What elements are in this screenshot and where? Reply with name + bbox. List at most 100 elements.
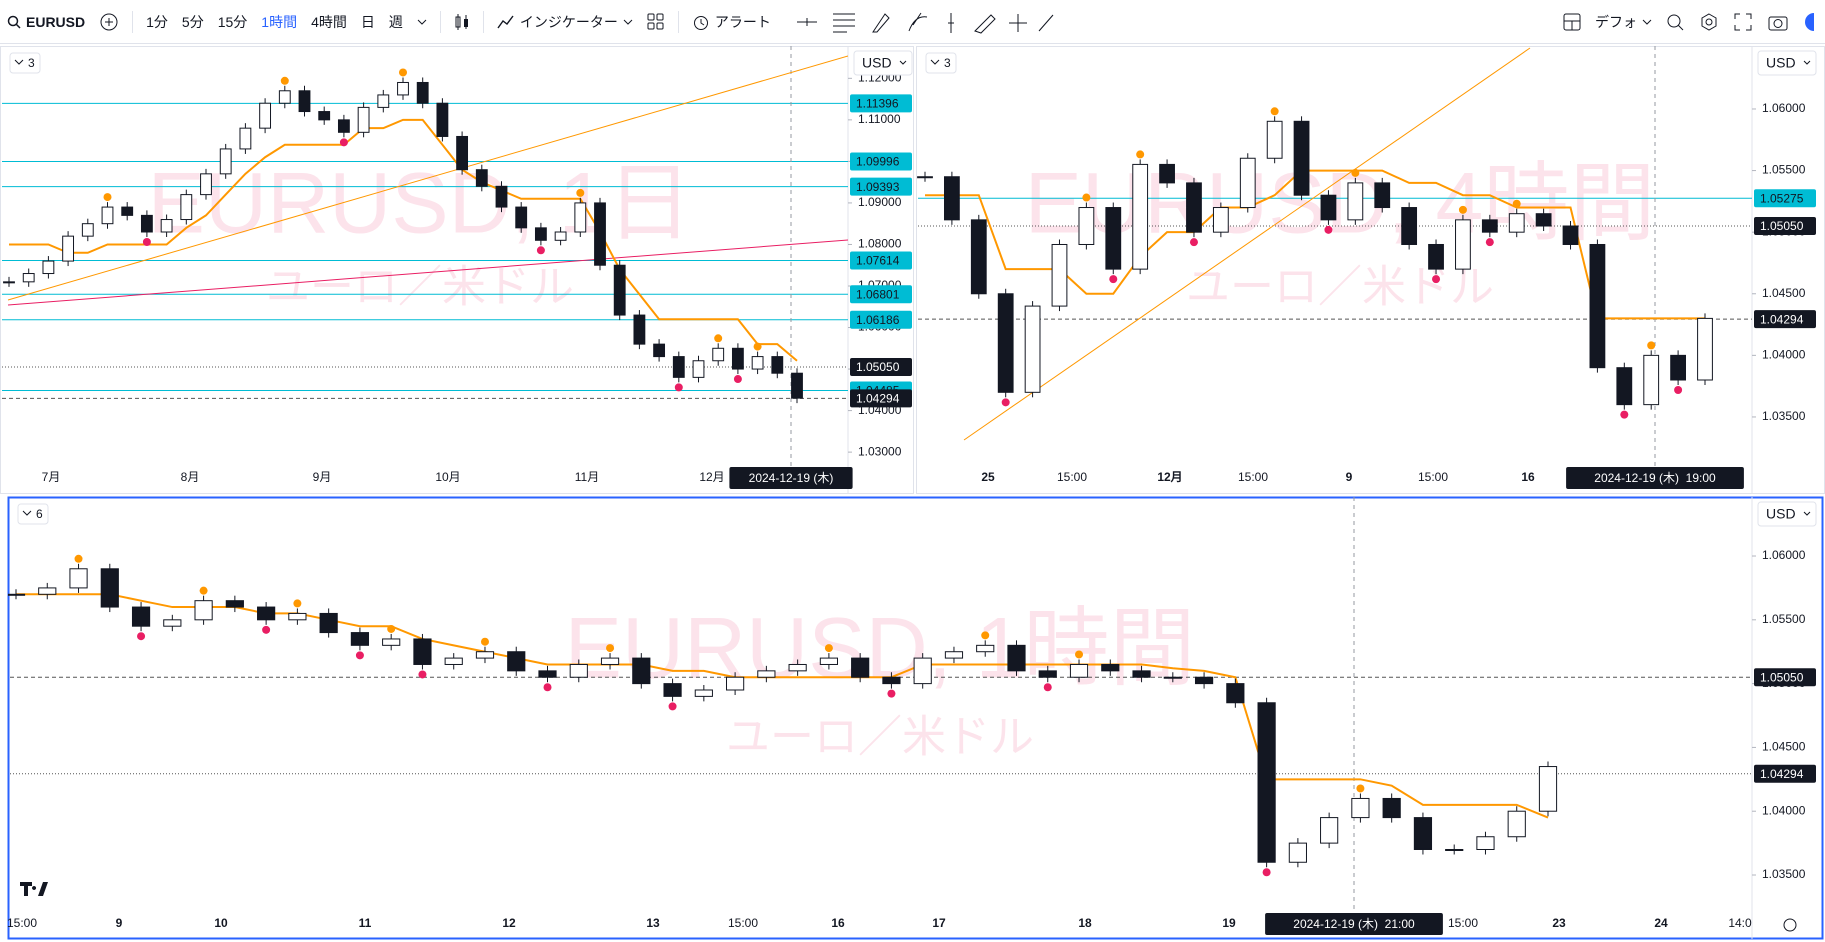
candle-body — [1507, 810, 1526, 838]
candle-body — [1508, 213, 1525, 233]
candle-body — [259, 102, 272, 129]
templates-button[interactable] — [640, 13, 672, 31]
compare-button[interactable] — [92, 12, 126, 32]
crosshair-time-label: 2024-12-19 (木) 21:00 — [1293, 917, 1415, 931]
snapshot-icon[interactable] — [1768, 13, 1788, 31]
low-marker — [1043, 683, 1052, 692]
x-tick-label: 16 — [1521, 470, 1535, 484]
candle-body — [569, 663, 588, 678]
interval-button[interactable]: 週 — [388, 13, 403, 30]
interval-menu[interactable] — [410, 17, 434, 27]
price-tag — [1754, 764, 1816, 783]
high-marker — [981, 631, 990, 640]
chevron-icon — [1803, 60, 1811, 65]
candle-body — [1616, 367, 1633, 406]
candle-body — [594, 202, 606, 266]
x-tick-label: 15:00 — [1418, 470, 1448, 484]
trend-line — [7, 55, 848, 301]
candle-body — [318, 111, 331, 121]
fullscreen-icon[interactable] — [1734, 13, 1752, 31]
low-marker — [1262, 868, 1271, 877]
interval-button[interactable]: 1分 — [146, 13, 168, 30]
candle-body — [515, 206, 528, 229]
tool-icon[interactable] — [1038, 14, 1054, 31]
x-tick-label: 24 — [1654, 916, 1668, 930]
tool-icon[interactable] — [1008, 13, 1027, 32]
low-marker — [1485, 238, 1494, 247]
publish-button[interactable] — [1804, 12, 1814, 31]
price-tag — [850, 310, 912, 329]
interval-button[interactable]: 5分 — [181, 13, 204, 30]
candle-body — [1670, 354, 1687, 381]
candle-body — [726, 676, 745, 691]
tool-icon[interactable] — [947, 12, 954, 33]
currency-selector[interactable] — [1757, 50, 1817, 76]
alert-button[interactable]: アラート — [685, 12, 778, 32]
currency-selector[interactable] — [853, 50, 913, 76]
candle-body — [1024, 305, 1041, 393]
candle-body — [694, 689, 713, 697]
separator — [482, 10, 484, 33]
tool-icon[interactable] — [832, 13, 855, 32]
candle-body — [1226, 683, 1245, 704]
settings-gear[interactable] — [1783, 918, 1797, 932]
x-tick-label: 9月 — [313, 470, 332, 484]
x-tick-label: 12月 — [1157, 470, 1182, 484]
tool-icon[interactable] — [973, 13, 996, 34]
separator — [677, 10, 679, 33]
layout-button[interactable] — [1556, 13, 1588, 31]
chart-type-button[interactable] — [447, 13, 477, 31]
y-tick-label: 1.08000 — [858, 237, 902, 251]
x-tick-label: 12 — [502, 916, 516, 930]
price-tag — [850, 357, 912, 376]
candle-body — [507, 651, 526, 672]
high-marker — [576, 188, 585, 197]
price-tag — [1754, 310, 1816, 329]
symbol-search[interactable]: EURUSD — [0, 14, 92, 30]
tool-icon[interactable] — [796, 17, 817, 26]
low-marker — [1324, 225, 1333, 234]
candle-body — [140, 214, 153, 233]
low-marker — [1109, 275, 1118, 284]
settings-icon[interactable] — [1700, 12, 1718, 31]
candle-body — [1374, 182, 1391, 209]
candle-body — [456, 135, 469, 171]
candle-body — [194, 600, 213, 621]
x-tick-label: 16 — [831, 916, 845, 930]
y-tick-label: 1.06000 — [1762, 548, 1806, 562]
candle-body — [1538, 766, 1558, 812]
layout-name[interactable]: デフォ — [1588, 12, 1659, 32]
price-tag — [850, 389, 912, 408]
price-tag-label: 1.06186 — [856, 313, 900, 327]
logo — [20, 882, 48, 896]
candle-body — [791, 372, 803, 399]
candle-body — [538, 670, 557, 678]
candle-body — [397, 81, 409, 96]
high-marker — [1351, 168, 1360, 177]
indicators-button[interactable]: インジケーター — [490, 12, 640, 32]
interval-button[interactable]: 15分 — [217, 13, 248, 30]
chevron-icon — [417, 19, 427, 25]
price-tag-label: 1.06801 — [856, 287, 900, 301]
currency-selector[interactable] — [1757, 501, 1817, 527]
candle-body — [653, 343, 666, 358]
interval-button[interactable]: 日 — [360, 13, 375, 30]
quick-search-icon[interactable] — [1666, 13, 1684, 31]
x-tick-label: 23 — [1552, 916, 1566, 930]
plot-area — [8, 497, 1752, 913]
tool-icon[interactable] — [908, 12, 927, 31]
price-tag — [1754, 189, 1816, 208]
low-marker — [142, 237, 151, 246]
watermark-subtitle: ユーロ／米ドル — [726, 713, 1034, 762]
chevron-icon — [930, 59, 940, 65]
candle-body — [62, 235, 75, 262]
candle-body — [600, 657, 620, 665]
interval-button[interactable]: 4時間 — [311, 13, 347, 30]
candle-body — [1257, 702, 1276, 863]
tool-icon[interactable] — [871, 12, 890, 32]
high-marker — [399, 68, 407, 77]
candle-body — [1007, 644, 1026, 672]
indicator-icon — [497, 15, 514, 28]
x-tick-label: 15:00 — [1238, 470, 1268, 484]
interval-button[interactable]: 1時間 — [261, 13, 298, 30]
